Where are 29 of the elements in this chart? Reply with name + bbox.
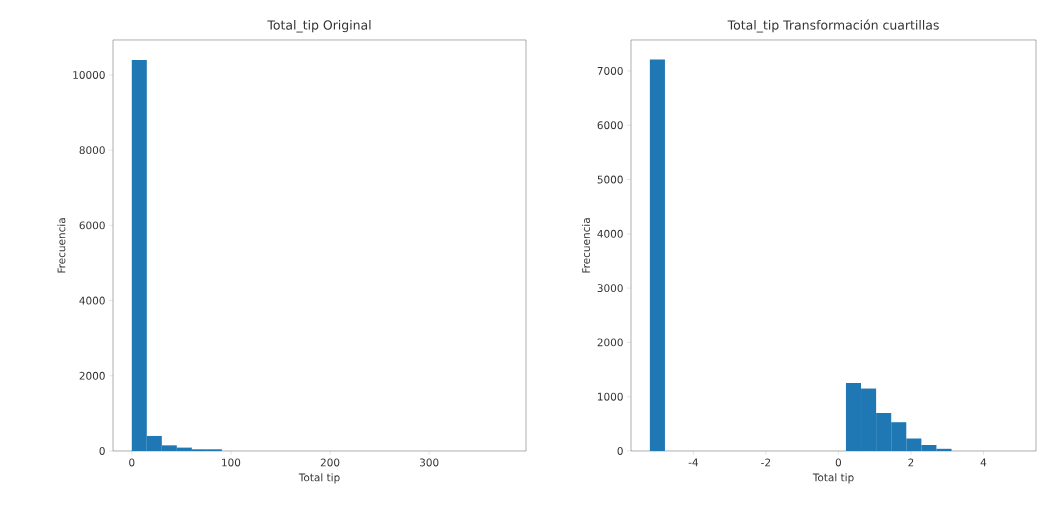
y-tick-label: 10000 xyxy=(73,71,105,79)
x-tick-label: 4 xyxy=(980,458,987,467)
x-axis-title: Total tip xyxy=(812,473,854,484)
x-tick-label: 0 xyxy=(835,458,842,467)
y-tick-label: 2000 xyxy=(79,371,105,380)
x-tick-label: -4 xyxy=(688,458,698,467)
y-tick-label: 4000 xyxy=(597,229,623,238)
x-axis-title: Total tip xyxy=(298,473,340,484)
y-tick-label: 1000 xyxy=(598,392,623,401)
y-tick-label: 5000 xyxy=(597,175,623,184)
y-tick-label: 0 xyxy=(617,447,623,455)
y-tick-label: 6000 xyxy=(597,121,623,130)
y-tick-label: 2000 xyxy=(597,338,623,347)
y-tick-label: 4000 xyxy=(79,296,105,305)
x-tick-label: 300 xyxy=(419,458,439,467)
y-tick-label: 3000 xyxy=(597,284,623,293)
x-tick-label: 100 xyxy=(222,458,241,467)
chart-title: Total_tip Transformación cuartillas xyxy=(727,19,939,33)
y-tick-label: 6000 xyxy=(79,221,105,230)
x-tick-label: 2 xyxy=(908,458,914,467)
y-axis-title: Frecuencia xyxy=(581,218,591,273)
y-axis-title: Frecuencia xyxy=(57,218,66,273)
x-tick-label: -2 xyxy=(761,458,771,467)
x-tick-label: 0 xyxy=(129,458,135,467)
x-tick-label: 200 xyxy=(320,458,340,467)
y-tick-label: 0 xyxy=(99,447,105,455)
y-tick-label: 7000 xyxy=(597,66,623,75)
chart-title: Total_tip Original xyxy=(267,20,371,33)
y-tick-label: 8000 xyxy=(79,146,105,155)
